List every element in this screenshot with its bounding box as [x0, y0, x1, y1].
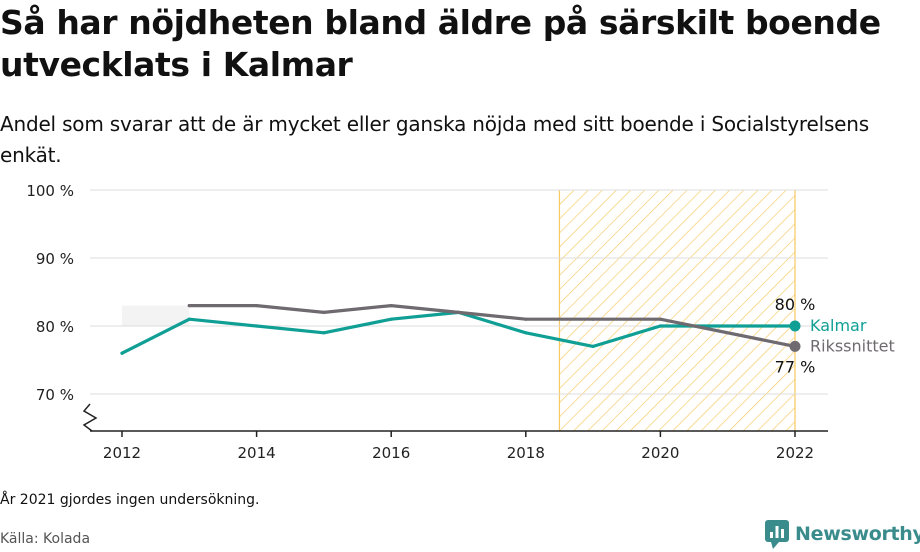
footnote: År 2021 gjordes ingen undersökning.: [0, 492, 260, 508]
y-tick-label: 90 %: [36, 250, 74, 268]
start-band: [122, 305, 190, 326]
highlight-period: [559, 190, 795, 431]
legend-label-rikssnittet: Rikssnittet: [810, 336, 895, 355]
data-point: [255, 324, 259, 328]
x-tick-label: 2022: [776, 444, 814, 462]
y-tick-label: 80 %: [36, 318, 74, 336]
series-line-kalmar: [120, 310, 797, 355]
data-point: [255, 304, 259, 308]
axis-break-icon: [82, 403, 98, 432]
data-point: [187, 304, 191, 308]
data-point: [389, 317, 393, 321]
data-point: [322, 310, 326, 314]
data-point: [658, 324, 663, 328]
source-credit: Källa: Kolada: [0, 531, 91, 547]
legend-label-kalmar: Kalmar: [810, 316, 867, 335]
x-tick-label: 2018: [507, 444, 545, 462]
end-marker-kalmar: [789, 320, 801, 332]
line-chart: 70 % 80 % 90 % 100 % 2012 2014 2016 2018 2020 202…: [26, 182, 895, 462]
brand-name: Newsworthy: [795, 523, 920, 545]
chart-title: Så har nöjdheten bland äldre på särskilt…: [0, 3, 881, 84]
x-tick-label: 2020: [641, 444, 679, 462]
x-tick-label: 2014: [238, 444, 276, 462]
data-point: [120, 351, 124, 355]
data-point: [524, 317, 528, 321]
data-point: [456, 310, 461, 314]
end-marker-rikssnittet: [789, 340, 801, 352]
y-tick-label: 70 %: [36, 386, 74, 404]
x-tick-label: 2016: [372, 444, 410, 462]
end-value-kalmar: 80 %: [775, 295, 816, 314]
data-point: [187, 317, 191, 321]
brand-logo: Newsworthy: [765, 518, 920, 550]
data-point: [591, 344, 595, 348]
data-point: [591, 317, 595, 321]
data-point: [322, 331, 326, 335]
chart-subtitle: Andel som svarar att de är mycket eller …: [0, 112, 869, 167]
end-value-rikssnittet: 77 %: [775, 357, 816, 376]
data-point: [658, 317, 663, 321]
data-point: [389, 304, 393, 308]
data-point: [524, 331, 528, 335]
y-tick-label: 100 %: [26, 182, 74, 200]
x-tick-label: 2012: [103, 444, 141, 462]
newsworthy-logo-icon: [765, 520, 789, 549]
